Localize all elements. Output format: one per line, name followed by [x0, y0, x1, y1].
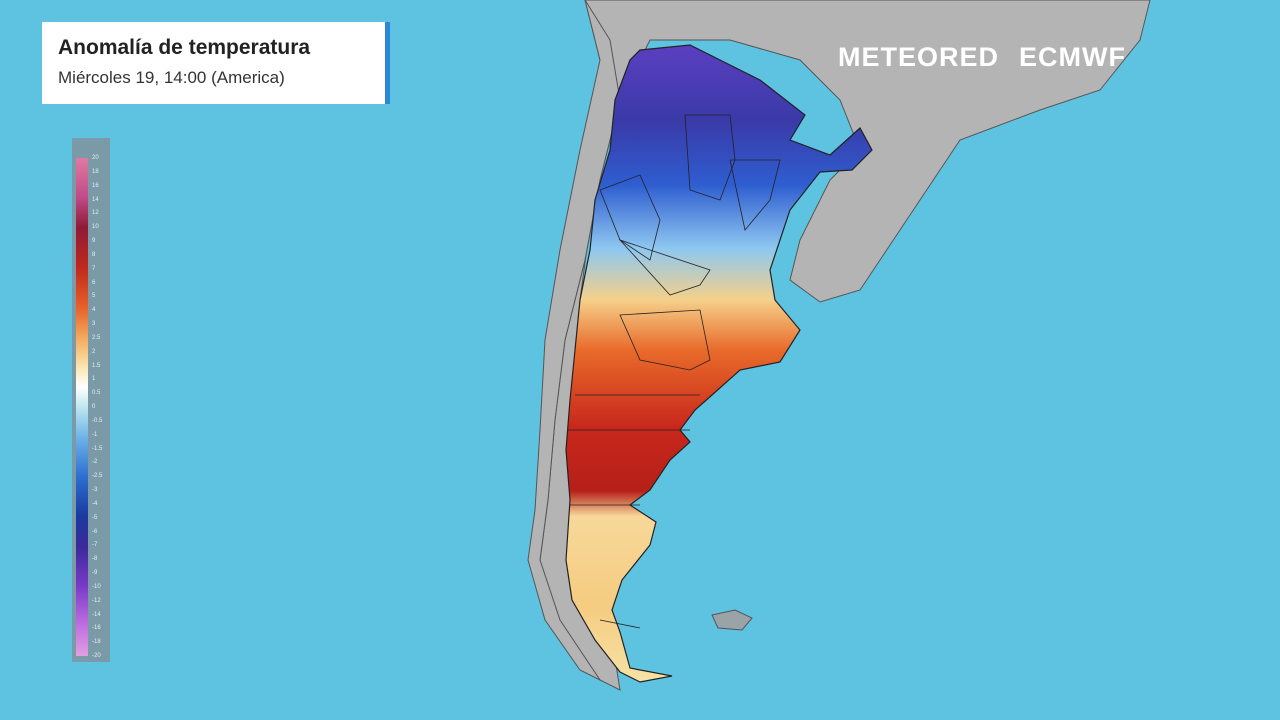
legend-label: -16 [92, 625, 101, 632]
legend-label: -20 [92, 653, 101, 659]
legend-label: 1 [92, 376, 96, 383]
brand-logo: METEORED [838, 42, 1000, 72]
legend-label: 4 [92, 307, 96, 314]
legend-label: 10 [92, 224, 99, 231]
legend-label: 7 [92, 265, 96, 272]
legend-label: -9 [92, 570, 98, 576]
legend-label: 18 [92, 168, 99, 175]
partner-logo: ECMWF [1019, 42, 1126, 72]
legend-label: 16 [92, 182, 99, 189]
legend-label: -7 [92, 542, 98, 549]
legend-label: -0.5 [92, 417, 103, 424]
legend-label: -5 [92, 514, 98, 521]
legend-label: 2 [92, 348, 96, 355]
legend-label: -8 [92, 556, 98, 563]
argentina [565, 44, 873, 683]
legend-label: 0.5 [92, 390, 101, 397]
legend-label: 1.5 [92, 362, 101, 369]
legend-label: 5 [92, 293, 96, 300]
islands [711, 609, 753, 631]
logos: METEORED ECMWF [838, 42, 1126, 73]
legend-label: 20 [92, 155, 99, 161]
legend-label: -4 [92, 500, 98, 507]
legend-label: -2.5 [92, 473, 103, 480]
legend-bar [76, 158, 88, 656]
legend-label: -1 [92, 431, 98, 438]
legend-label: -12 [92, 597, 101, 604]
legend-label: -3 [92, 487, 98, 493]
subtitle: Miércoles 19, 14:00 (America) [58, 68, 285, 87]
legend: 20 18 16 14 12 10 9 8 7 6 5 4 3 2.5 2 1.5 1 0.5 0 -0.5 -1 -1.… [72, 138, 110, 662]
legend-label: -10 [92, 583, 101, 590]
legend-label: 0 [92, 404, 96, 410]
legend-label: 2.5 [92, 334, 101, 341]
title: Anomalía de temperatura [58, 36, 311, 59]
legend-label: 3 [92, 321, 96, 327]
legend-label: -6 [92, 528, 98, 535]
title-box: Anomalía de temperatura Miércoles 19, 14… [42, 22, 390, 104]
legend-label: -18 [92, 639, 101, 646]
province-borders [568, 114, 781, 629]
legend-label: -1.5 [92, 445, 103, 452]
legend-label: 6 [92, 279, 96, 286]
legend-label: 9 [92, 238, 96, 244]
legend-label: 14 [92, 196, 99, 203]
legend-label: -2 [92, 459, 98, 466]
legend-label: 12 [92, 210, 99, 217]
legend-label: 8 [92, 251, 96, 258]
legend-label: -14 [92, 611, 101, 618]
